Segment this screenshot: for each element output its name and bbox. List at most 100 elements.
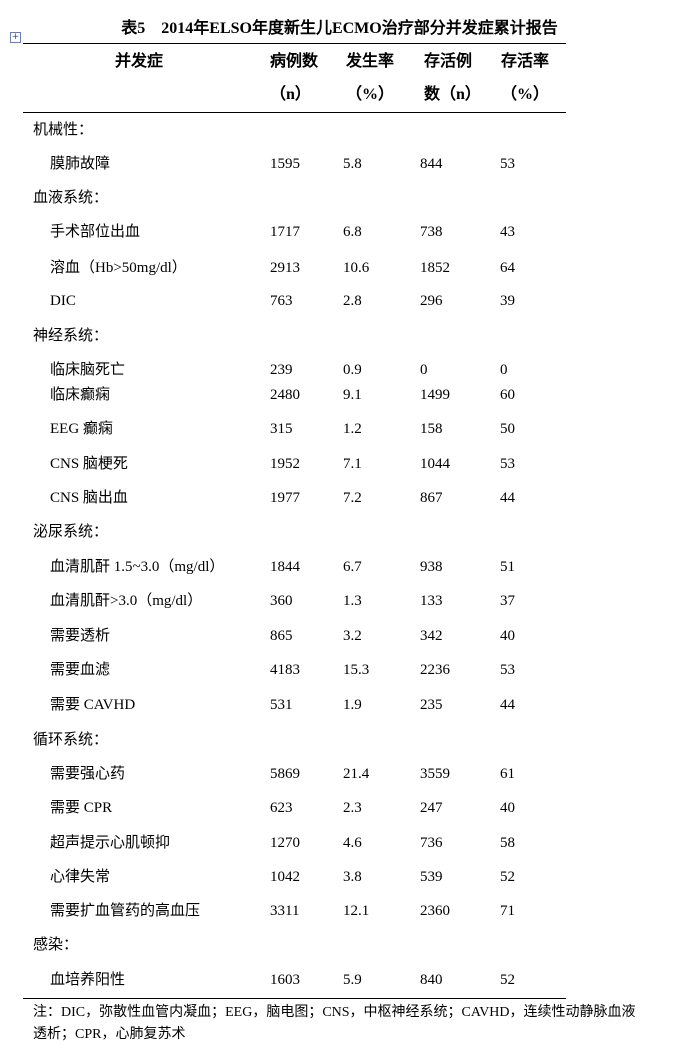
cell: 1044 — [420, 456, 450, 472]
cell: 1603 — [270, 972, 300, 988]
cell: 44 — [500, 697, 515, 713]
cell: 53 — [500, 662, 515, 678]
cell: 239 — [270, 362, 293, 378]
cell: 296 — [420, 293, 443, 309]
cell: 5.9 — [343, 972, 362, 988]
cell: 40 — [500, 800, 515, 816]
cell: 2360 — [420, 903, 450, 919]
top-rule — [23, 43, 566, 44]
header-cell: 数（n） — [424, 86, 481, 103]
cell: 53 — [500, 456, 515, 472]
header-cell: 发生率 — [346, 53, 395, 70]
row-label: 需要强心药 — [50, 766, 126, 782]
cell: 247 — [420, 800, 443, 816]
cell: 2480 — [270, 387, 300, 403]
cell: 43 — [500, 224, 515, 240]
cell: 1595 — [270, 156, 300, 172]
cell: 844 — [420, 156, 443, 172]
row-label: 血清肌酐>3.0（mg/dl） — [50, 593, 203, 609]
cell: 235 — [420, 697, 443, 713]
header-cell: 存活率 — [501, 53, 550, 70]
cell: 5.8 — [343, 156, 362, 172]
cell: 736 — [420, 835, 443, 851]
group-label: 感染： — [33, 937, 79, 953]
group-label: 循环系统： — [33, 732, 109, 748]
group-label: 泌尿系统： — [33, 524, 109, 540]
cell: 531 — [270, 697, 293, 713]
cell: 64 — [500, 260, 515, 276]
bottom-rule — [23, 998, 566, 999]
row-label: 血清肌酐 1.5~3.0（mg/dl） — [50, 559, 225, 575]
row-label: CNS 脑梗死 — [50, 456, 128, 472]
row-label: CNS 脑出血 — [50, 490, 128, 506]
cell: 2236 — [420, 662, 450, 678]
cell: 342 — [420, 628, 443, 644]
cell: 133 — [420, 593, 443, 609]
header-cell: （%） — [501, 86, 550, 103]
cell: 3559 — [420, 766, 450, 782]
cell: 51 — [500, 559, 515, 575]
row-label: 需要透析 — [50, 628, 111, 644]
cell: 1042 — [270, 869, 300, 885]
cell: 61 — [500, 766, 515, 782]
cell: 1.2 — [343, 421, 362, 437]
row-label: 血培养阳性 — [50, 972, 126, 988]
group-label: 血液系统： — [33, 190, 109, 206]
cell: 539 — [420, 869, 443, 885]
cell: 53 — [500, 156, 515, 172]
cell: 44 — [500, 490, 515, 506]
cell: 840 — [420, 972, 443, 988]
group-label: 机械性： — [33, 122, 94, 138]
cell: 39 — [500, 293, 515, 309]
table-move-handle[interactable]: + — [10, 32, 21, 43]
cell: 2913 — [270, 260, 300, 276]
header-cell: （n） — [270, 86, 311, 103]
row-label: 需要血滤 — [50, 662, 111, 678]
cell: 867 — [420, 490, 443, 506]
cell: 0 — [420, 362, 428, 378]
cell: 0.9 — [343, 362, 362, 378]
cell: 52 — [500, 869, 515, 885]
cell: 360 — [270, 593, 293, 609]
cell: 623 — [270, 800, 293, 816]
header-cell: 病例数 — [270, 53, 319, 70]
cell: 21.4 — [343, 766, 370, 782]
cell: 0 — [500, 362, 508, 378]
cell: 58 — [500, 835, 515, 851]
cell: 1270 — [270, 835, 300, 851]
cell: 1499 — [420, 387, 450, 403]
row-label: 心律失常 — [50, 869, 111, 885]
cell: 865 — [270, 628, 293, 644]
cell: 40 — [500, 628, 515, 644]
row-label: 临床癫痫 — [50, 387, 111, 403]
cell: 1.3 — [343, 593, 362, 609]
note: 注：DIC，弥散性血管内凝血；EEG，脑电图；CNS，中枢神经系统；CAVHD，… — [33, 1005, 636, 1042]
title: 表5 2014年ELSO年度新生儿ECMO治疗部分并发症累计报告 — [121, 20, 558, 37]
cell: 158 — [420, 421, 443, 437]
header-cell: 存活例 — [424, 53, 473, 70]
cell: 52 — [500, 972, 515, 988]
cell: 10.6 — [343, 260, 370, 276]
cell: 37 — [500, 593, 515, 609]
cell: 1977 — [270, 490, 300, 506]
cell: 50 — [500, 421, 515, 437]
row-label: 溶血（Hb>50mg/dl） — [50, 260, 187, 276]
cell: 4183 — [270, 662, 300, 678]
cell: 15.3 — [343, 662, 370, 678]
row-label: 需要扩血管药的高血压 — [50, 903, 201, 919]
cell: 3.8 — [343, 869, 362, 885]
row-label: 膜肺故障 — [50, 156, 111, 172]
cell: 5869 — [270, 766, 300, 782]
cell: 2.3 — [343, 800, 362, 816]
cell: 3.2 — [343, 628, 362, 644]
row-label: 超声提示心肌顿抑 — [50, 835, 171, 851]
cell: 12.1 — [343, 903, 370, 919]
cell: 738 — [420, 224, 443, 240]
cell: 9.1 — [343, 387, 362, 403]
cell: 938 — [420, 559, 443, 575]
group-label: 神经系统： — [33, 328, 109, 344]
cell: 71 — [500, 903, 515, 919]
cell: 1844 — [270, 559, 300, 575]
row-label: 需要 CPR — [50, 800, 113, 816]
